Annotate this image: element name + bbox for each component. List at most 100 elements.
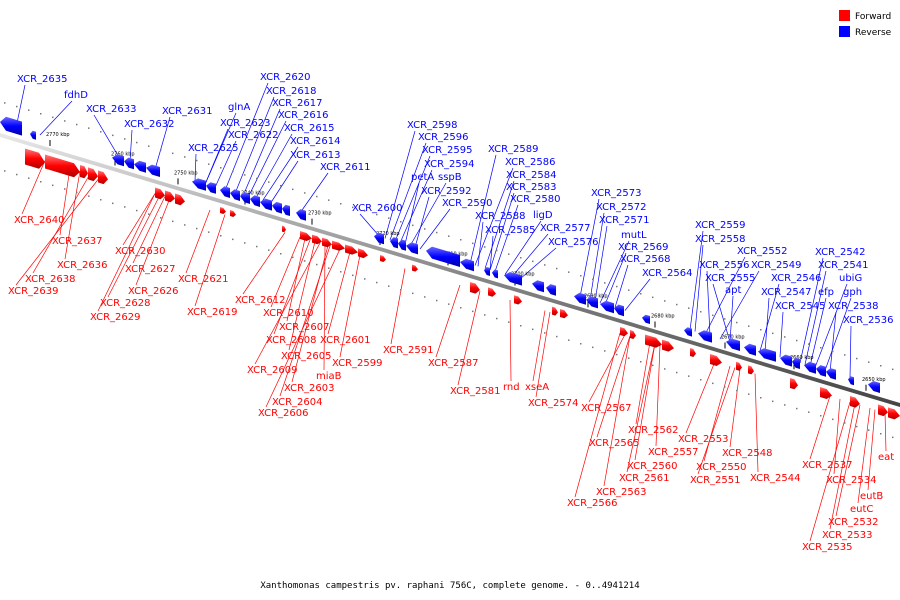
forward-gene-label: XCR_2550 bbox=[696, 462, 747, 473]
reverse-track-dot bbox=[244, 174, 246, 176]
forward-track-dot bbox=[568, 339, 570, 341]
reverse-gene-label: XCR_2625 bbox=[188, 143, 239, 154]
fwd-leader-line bbox=[242, 232, 286, 295]
reverse-gene-label: XCR_2620 bbox=[260, 72, 311, 83]
reverse-gene-label: XCR_2580 bbox=[510, 194, 561, 205]
reverse-gene-arrow bbox=[374, 232, 384, 245]
reverse-track-dot bbox=[688, 307, 690, 309]
forward-track-dot bbox=[892, 436, 894, 439]
fwd-leader-line bbox=[833, 398, 841, 475]
reverse-gene-label: XCR_2614 bbox=[290, 136, 341, 147]
forward-track-dot bbox=[220, 235, 222, 237]
fwd-leader-line bbox=[729, 368, 741, 448]
rev-leader-line bbox=[419, 208, 451, 250]
forward-gene-arrow bbox=[80, 165, 88, 179]
reverse-gene-label: XCR_2542 bbox=[815, 247, 866, 258]
fwd-leader-line bbox=[685, 361, 716, 434]
forward-gene-label: XCR_2534 bbox=[826, 475, 877, 486]
reverse-track-dot bbox=[400, 221, 402, 223]
reverse-gene-arrow bbox=[492, 269, 498, 279]
forward-gene-label: XCR_2639 bbox=[8, 286, 59, 297]
forward-track-dot bbox=[760, 397, 762, 399]
forward-track-dot bbox=[340, 271, 342, 273]
forward-gene-arrow bbox=[45, 154, 80, 178]
rev-leader-line bbox=[414, 196, 430, 248]
forward-track-dot bbox=[88, 195, 90, 197]
forward-gene-label: XCR_2566 bbox=[567, 498, 618, 509]
reverse-gene-arrow bbox=[726, 338, 740, 351]
forward-track-dot bbox=[556, 335, 558, 338]
reverse-track-dot bbox=[148, 145, 150, 147]
forward-gene-arrow bbox=[736, 361, 742, 371]
reverse-gene-label: XCR_2552 bbox=[737, 246, 788, 257]
forward-gene-label: XCR_2574 bbox=[528, 398, 579, 409]
reverse-track-dot bbox=[196, 159, 198, 162]
rev-leader-line bbox=[604, 252, 627, 305]
reverse-gene-label: ubiG bbox=[839, 273, 862, 284]
forward-gene-label: XCR_2567 bbox=[581, 403, 632, 414]
forward-gene-label: XCR_2628 bbox=[100, 298, 151, 309]
fwd-leader-line bbox=[603, 335, 631, 487]
fwd-leader-line bbox=[185, 209, 211, 274]
reverse-gene-label: XCR_2583 bbox=[506, 182, 557, 193]
rev-leader-line bbox=[399, 169, 433, 244]
tick-label: 2740 kbp bbox=[241, 191, 265, 197]
forward-gene-label: XCR_2630 bbox=[115, 246, 166, 257]
forward-track-dot bbox=[316, 263, 318, 266]
rev-leader-line bbox=[254, 133, 293, 200]
rev-leader-line bbox=[504, 220, 542, 275]
reverse-track-dot bbox=[832, 350, 834, 353]
rev-leader-line bbox=[194, 153, 197, 182]
reverse-gene-label: XCR_2600 bbox=[352, 203, 403, 214]
forward-gene-arrow bbox=[175, 193, 185, 206]
reverse-track-dot bbox=[784, 336, 786, 338]
fwd-leader-line bbox=[390, 268, 406, 345]
reverse-gene-label: XCR_2573 bbox=[591, 188, 642, 199]
forward-track-dot bbox=[484, 314, 486, 316]
reverse-track-dot bbox=[712, 314, 714, 317]
reverse-track-dot bbox=[268, 181, 270, 183]
tick-label: 2660 kbp bbox=[790, 355, 814, 361]
forward-track-dot bbox=[28, 177, 30, 179]
rev-leader-line bbox=[389, 142, 427, 241]
forward-gene-arrow bbox=[514, 295, 522, 305]
reverse-track-dot bbox=[604, 282, 606, 284]
reverse-gene-label: XCR_2618 bbox=[266, 86, 317, 97]
reverse-track-dot bbox=[172, 152, 174, 155]
reverse-track-dot bbox=[652, 296, 654, 299]
tick-label: 2650 kbp bbox=[862, 377, 886, 383]
forward-track-dot bbox=[592, 346, 594, 349]
forward-track-dot bbox=[100, 199, 102, 201]
forward-gene-arrow bbox=[412, 264, 418, 272]
reverse-gene-arrow bbox=[504, 272, 522, 286]
forward-track-dot bbox=[436, 299, 438, 302]
reverse-gene-arrow bbox=[230, 189, 240, 201]
fwd-leader-line bbox=[457, 290, 481, 386]
reverse-gene-label: XCR_2632 bbox=[124, 119, 175, 130]
reverse-track-dot bbox=[208, 163, 210, 165]
reverse-gene-label: XCR_2538 bbox=[828, 301, 879, 312]
rev-leader-line bbox=[519, 247, 557, 280]
rev-leader-line bbox=[484, 180, 515, 269]
rev-leader-line bbox=[779, 311, 784, 358]
forward-gene-arrow bbox=[790, 378, 798, 390]
reverse-gene-arrow bbox=[780, 354, 792, 367]
forward-gene-label: XCR_2581 bbox=[450, 386, 501, 397]
forward-gene-label: XCR_2563 bbox=[596, 487, 647, 498]
forward-gene-label: XCR_2605 bbox=[281, 351, 332, 362]
forward-gene-label: xseA bbox=[525, 382, 549, 393]
fwd-leader-line bbox=[132, 196, 166, 264]
reverse-gene-label: XCR_2615 bbox=[284, 123, 335, 134]
forward-track-dot bbox=[232, 238, 234, 241]
reverse-track-dot bbox=[580, 275, 582, 277]
forward-gene-arrow bbox=[282, 225, 286, 233]
reverse-gene-arrow bbox=[260, 198, 272, 211]
reverse-track-dot bbox=[436, 231, 438, 234]
forward-gene-label: XCR_2599 bbox=[332, 358, 383, 369]
forward-gene-label: XCR_2553 bbox=[678, 434, 729, 445]
forward-track-dot bbox=[748, 393, 750, 395]
rev-leader-line bbox=[489, 192, 515, 271]
forward-track-dot bbox=[280, 253, 282, 255]
fwd-leader-line bbox=[588, 334, 626, 403]
reverse-gene-arrow bbox=[272, 201, 282, 214]
